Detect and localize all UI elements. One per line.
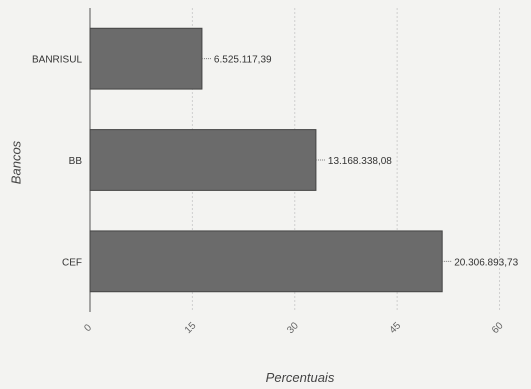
x-tick-label: 60 xyxy=(490,320,506,336)
bar xyxy=(89,129,317,191)
y-axis-title: Bancos xyxy=(8,140,24,185)
x-tick-label: 45 xyxy=(388,320,404,336)
bar xyxy=(89,230,443,293)
y-tick-label: BANRISUL xyxy=(32,55,82,66)
y-tick-label: CEF xyxy=(62,257,82,268)
x-axis-title: Percentuais xyxy=(265,370,335,385)
data-label: 6.525.117,39 xyxy=(214,55,272,66)
data-label: 20.306.893,73 xyxy=(454,257,518,268)
data-label: 13.168.338,08 xyxy=(328,156,392,167)
bar xyxy=(89,27,203,90)
y-tick-label: BB xyxy=(69,156,83,167)
x-tick-label: 15 xyxy=(183,320,199,336)
x-tick-label: 0 xyxy=(82,322,94,334)
x-tick-label: 30 xyxy=(285,320,301,336)
